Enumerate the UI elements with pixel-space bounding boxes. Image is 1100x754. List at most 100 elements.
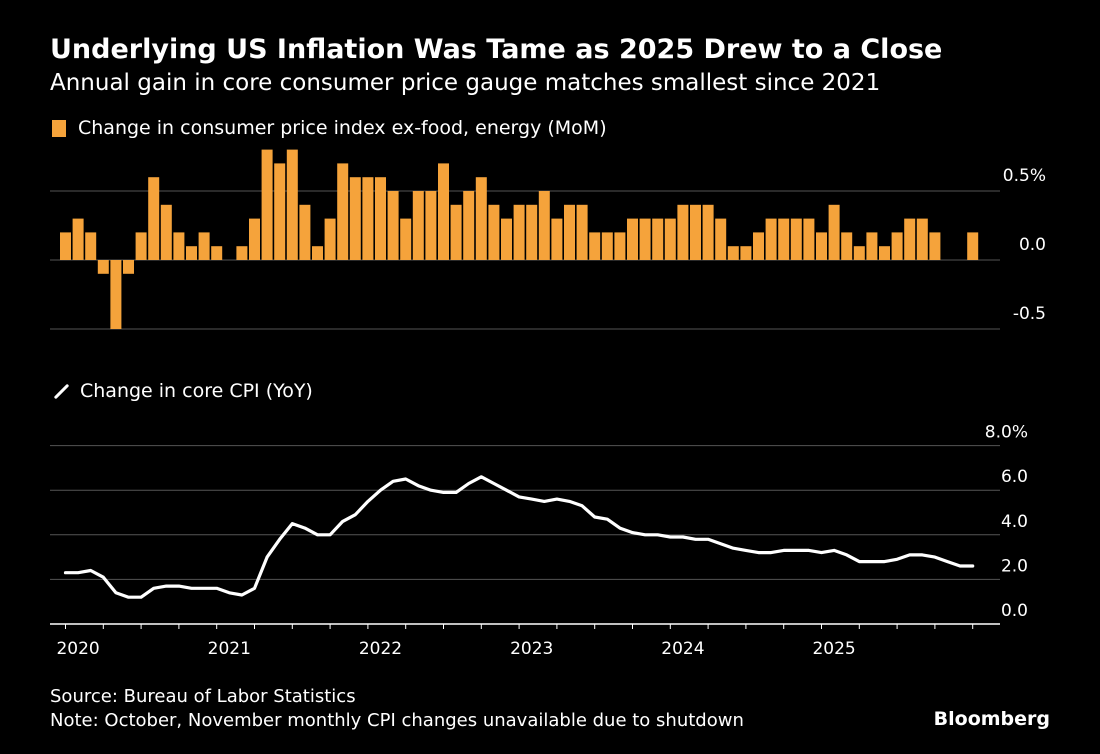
- bar: [601, 232, 613, 260]
- line-y-tick-label: 6.0: [1001, 467, 1028, 487]
- bar: [249, 218, 260, 260]
- bar: [652, 218, 664, 260]
- bar: [790, 218, 802, 260]
- line-legend: Change in core CPI (YoY): [52, 380, 313, 402]
- bar: [110, 260, 122, 329]
- bar: [475, 177, 487, 260]
- bar: [286, 149, 298, 260]
- bar: [513, 204, 525, 260]
- bar: [891, 232, 903, 260]
- x-tick-label: 2024: [661, 639, 704, 659]
- bar: [148, 177, 160, 260]
- source-note: Source: Bureau of Labor Statistics: [50, 686, 356, 707]
- bar: [123, 260, 134, 274]
- bar: [349, 177, 361, 260]
- bar-legend-label: Change in consumer price index ex-food, …: [78, 117, 607, 139]
- x-tick-label: 2025: [812, 639, 855, 659]
- bar: [450, 204, 462, 260]
- bar: [677, 204, 689, 260]
- core-cpi-yoy-line: [63, 475, 975, 599]
- bar: [778, 218, 790, 260]
- bar: [589, 232, 601, 260]
- bar: [387, 191, 399, 260]
- bar: [375, 177, 386, 260]
- bar: [904, 218, 916, 260]
- bar: [853, 246, 865, 260]
- bar: [85, 232, 97, 260]
- bar: [702, 204, 714, 260]
- bar: [400, 218, 412, 260]
- bar: [753, 232, 764, 260]
- bar: [236, 246, 248, 260]
- line-legend-label: Change in core CPI (YoY): [80, 380, 313, 402]
- bar: [639, 218, 651, 260]
- line-chart-x-axis: 2020 2021 2022 2023 2024 2025: [50, 623, 1000, 659]
- bar: [727, 246, 739, 260]
- bar: [664, 218, 676, 260]
- bar: [803, 218, 815, 260]
- bar: [362, 177, 374, 260]
- bar: [186, 246, 197, 260]
- bar: [312, 246, 323, 260]
- bar: [690, 204, 701, 260]
- bar: [160, 204, 172, 260]
- bar-y-tick-label: -0.5: [1013, 304, 1046, 324]
- footnote: Note: October, November monthly CPI chan…: [50, 710, 744, 731]
- bar: [337, 163, 349, 260]
- bar: [526, 204, 538, 260]
- line-chart-series: [63, 475, 975, 599]
- bar: [715, 218, 727, 260]
- x-tick-label: 2020: [56, 639, 99, 659]
- bar-y-tick-label: 0.0: [1019, 235, 1046, 255]
- bar: [551, 218, 563, 260]
- bar: [425, 191, 437, 260]
- bar: [967, 232, 979, 260]
- line-chart-y-ticks: 8.0% 6.0 4.0 2.0 0.0: [985, 423, 1028, 621]
- bar-legend-swatch: [52, 119, 66, 137]
- bar: [538, 191, 550, 260]
- bar: [261, 149, 273, 260]
- bar: [866, 232, 878, 260]
- bar: [564, 204, 575, 260]
- bar: [135, 232, 147, 260]
- bar: [916, 218, 928, 260]
- bar-chart-bars: [60, 149, 979, 329]
- bar: [576, 204, 588, 260]
- bar: [198, 232, 210, 260]
- chart-canvas: 0.5% 0.0 -0.5 2020 2021 2022 2023 2024 2025 8.0…: [50, 149, 1046, 659]
- x-tick-label: 2022: [359, 639, 402, 659]
- bar: [274, 163, 286, 260]
- bar: [97, 260, 109, 274]
- bar: [412, 191, 424, 260]
- x-tick-label: 2023: [510, 639, 553, 659]
- line-y-tick-label: 2.0: [1001, 556, 1028, 576]
- bar: [841, 232, 853, 260]
- bar-y-tick-label: 0.5%: [1003, 166, 1046, 186]
- chart-subtitle: Annual gain in core consumer price gauge…: [50, 70, 881, 96]
- bar: [324, 218, 336, 260]
- bar: [60, 232, 71, 260]
- bar: [501, 218, 512, 260]
- line-y-tick-label: 0.0: [1001, 601, 1028, 621]
- bar-chart-y-ticks: 0.5% 0.0 -0.5: [1003, 166, 1046, 324]
- bar: [173, 232, 185, 260]
- x-tick-label: 2021: [208, 639, 251, 659]
- bar: [627, 218, 638, 260]
- bar: [879, 246, 890, 260]
- line-y-tick-label: 8.0%: [985, 423, 1028, 443]
- bar: [463, 191, 475, 260]
- bar: [72, 218, 84, 260]
- bar-legend: Change in consumer price index ex-food, …: [52, 117, 607, 139]
- bar: [816, 232, 827, 260]
- bloomberg-logo: Bloomberg: [933, 708, 1050, 730]
- line-chart-gridlines: [50, 445, 1000, 580]
- chart-title: Underlying US Inflation Was Tame as 2025…: [50, 34, 943, 65]
- bar: [211, 246, 223, 260]
- bar: [438, 163, 449, 260]
- bar: [828, 204, 840, 260]
- bar: [929, 232, 941, 260]
- bar: [488, 204, 500, 260]
- bar: [299, 204, 311, 260]
- bar: [740, 246, 752, 260]
- bar: [765, 218, 777, 260]
